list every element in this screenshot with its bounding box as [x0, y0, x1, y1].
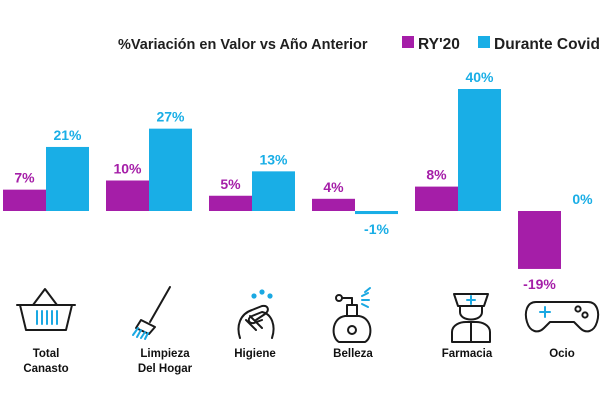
category-labels: Total Canasto Limpieza Del Hogar Higiene Bell… — [23, 348, 574, 375]
perfume-bottle-icon — [332, 287, 372, 343]
bar-0-3 — [312, 198, 355, 211]
legend-label-1: Durante Covid — [494, 36, 600, 53]
bar-1-2 — [252, 171, 295, 211]
value-label-1-1: 27% — [156, 109, 185, 125]
bar-1-4 — [458, 89, 501, 211]
bar-0-5 — [518, 211, 561, 269]
value-label-0-3: 4% — [323, 179, 344, 195]
legend-swatch-0 — [402, 36, 414, 48]
category-label-0: Total Canasto — [23, 348, 68, 375]
value-label-0-4: 8% — [426, 167, 447, 183]
broom-icon — [132, 286, 171, 340]
value-label-0-1: 10% — [113, 161, 142, 177]
bar-1-0 — [46, 146, 89, 211]
category-label-2: Higiene — [234, 348, 276, 360]
bar-1-1 — [149, 128, 192, 211]
value-label-0-0: 7% — [14, 170, 35, 186]
category-label-5: Ocio — [549, 348, 575, 360]
pharmacist-icon — [451, 293, 491, 343]
value-label-0-5: -19% — [523, 276, 556, 292]
bar-0-1 — [106, 180, 149, 211]
value-label-0-2: 5% — [220, 176, 241, 192]
washing-hands-icon — [237, 289, 275, 339]
value-label-1-0: 21% — [53, 127, 82, 143]
value-label-1-4: 40% — [465, 69, 494, 85]
gamepad-icon — [524, 301, 600, 333]
value-labels: 7% 21% 10% 27% 5% 13% 4% -1% 8% 40% -19% 0% — [14, 69, 593, 292]
legend: RY'20 Durante Covid — [402, 36, 600, 53]
bar-0-0 — [3, 189, 46, 211]
bars — [3, 89, 561, 269]
value-label-1-5: 0% — [572, 191, 593, 207]
category-label-3: Belleza — [333, 348, 373, 360]
basket-icon — [16, 288, 76, 331]
category-label-4: Farmacia — [442, 348, 493, 360]
value-label-1-2: 13% — [259, 151, 288, 167]
legend-label-0: RY'20 — [418, 36, 460, 53]
bar-0-4 — [415, 186, 458, 211]
legend-swatch-1 — [478, 36, 490, 48]
bar-1-3 — [355, 211, 398, 215]
value-label-1-3: -1% — [364, 221, 389, 237]
category-icons — [16, 286, 600, 343]
chart-title: %Variación en Valor vs Año Anterior — [118, 37, 368, 53]
category-label-1: Limpieza Del Hogar — [138, 348, 193, 375]
bar-0-2 — [209, 195, 252, 211]
